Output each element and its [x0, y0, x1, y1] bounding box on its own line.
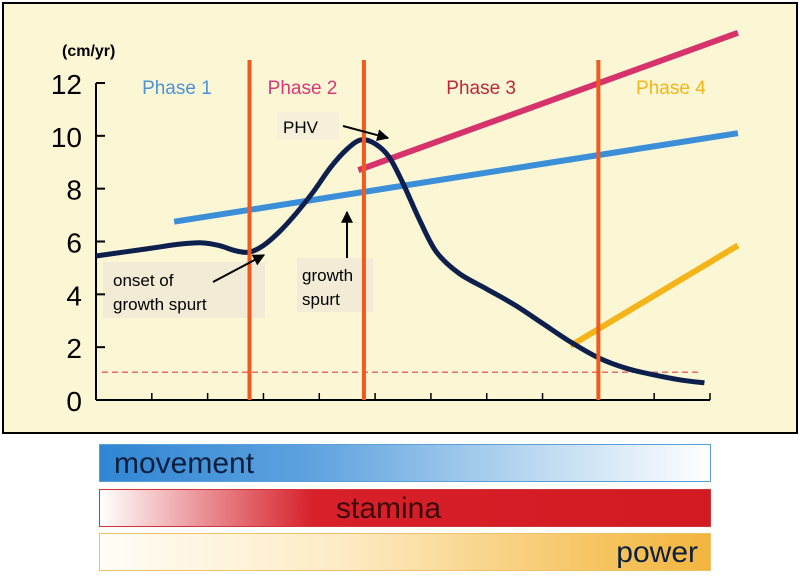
stamina-label: stamina	[336, 492, 442, 525]
phase-label: Phase 3	[446, 78, 516, 99]
power-bar: power	[99, 533, 711, 571]
y-tick-label: 6	[66, 228, 82, 259]
onset-label-line1: onset of	[113, 271, 174, 290]
phv-annotation-box	[277, 112, 339, 140]
movement-label: movement	[114, 447, 255, 480]
y-tick-label: 2	[66, 333, 82, 364]
growth-curve-group	[95, 137, 705, 386]
onset-arrow	[212, 254, 266, 283]
power-label: power	[616, 536, 698, 569]
phv-label: PHV	[283, 118, 319, 137]
phase-labels: Phase 1 Phase 2 Phase 3 Phase 4	[142, 78, 706, 99]
phase-label: Phase 1	[142, 78, 212, 99]
y-axis: 0 2 4 6 8 10 12	[51, 69, 105, 417]
phase-label: Phase 2	[268, 78, 338, 99]
phase-label: Phase 4	[636, 78, 706, 99]
stamina-bar: stamina	[99, 489, 711, 527]
plot-frame	[2, 2, 798, 434]
y-axis-unit-label: (cm/yr)	[62, 43, 115, 60]
y-tick-label: 0	[66, 386, 82, 417]
y-tick-label: 12	[51, 69, 82, 100]
phase-dividers	[247, 60, 601, 400]
y-tick-label: 10	[51, 122, 82, 153]
growth-spurt-label-line2: spurt	[302, 290, 340, 309]
growth-velocity-curve	[95, 137, 705, 386]
trend-line	[357, 29, 739, 173]
onset-label-line2: growth spurt	[113, 295, 207, 314]
movement-bar: movement	[99, 444, 711, 482]
trend-line	[173, 130, 739, 225]
y-tick-label: 8	[66, 175, 82, 206]
growth-spurt-annotation-box	[297, 258, 373, 312]
phv-arrow	[342, 125, 390, 142]
growth-spurt-label-line1: growth	[302, 266, 353, 285]
y-tick-label: 4	[66, 280, 82, 311]
onset-annotation-box	[103, 262, 265, 318]
